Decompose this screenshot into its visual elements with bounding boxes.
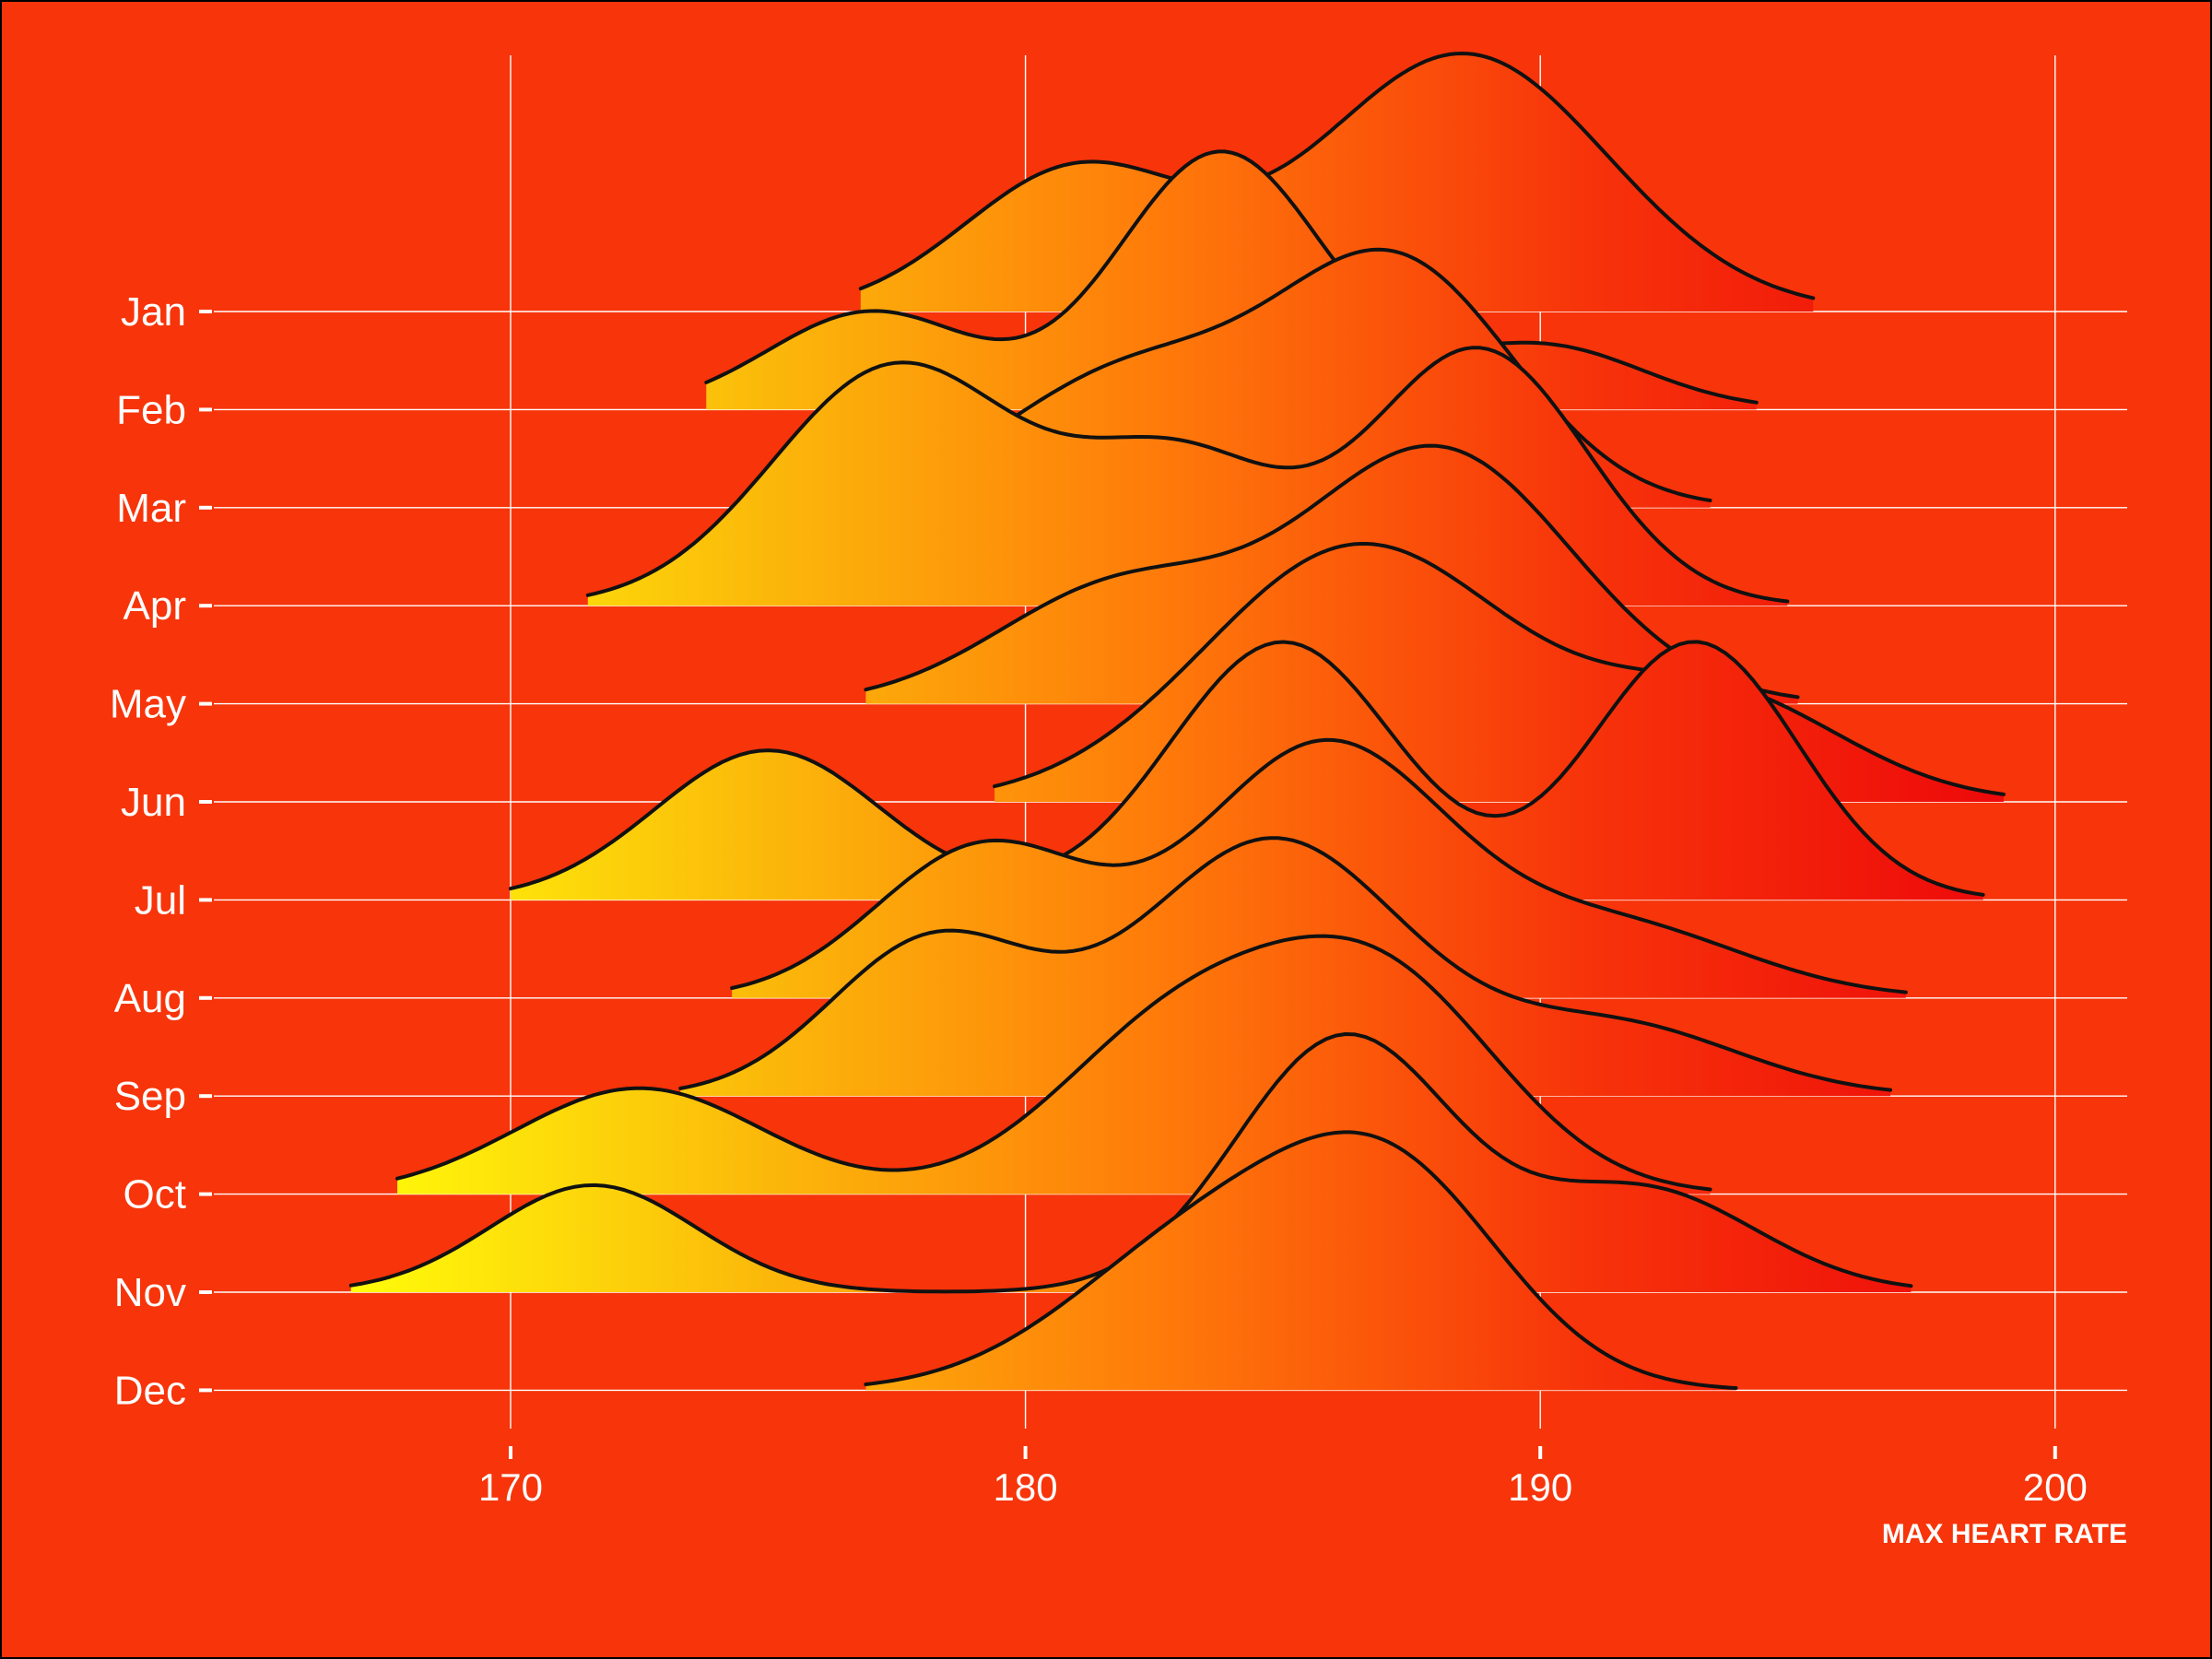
month-label-Jan: Jan	[121, 289, 186, 335]
x-tick-label-200: 200	[2023, 1465, 2088, 1509]
ridge-area-Nov	[350, 1034, 1912, 1292]
x-axis-ticks: 170 180 190 200	[478, 1446, 2088, 1509]
ridge-line-Aug	[730, 737, 1908, 994]
x-tick-label-170: 170	[478, 1465, 543, 1509]
ridge-line-May	[864, 443, 1800, 700]
month-label-Oct: Oct	[124, 1172, 186, 1218]
x-axis-title: MAX HEART RATE	[1882, 1519, 2127, 1549]
ridge-Jan	[858, 52, 1816, 312]
month-label-Jun: Jun	[121, 780, 186, 825]
month-label-Dec: Dec	[114, 1368, 186, 1413]
ridge-area-Jan	[860, 53, 1814, 312]
x-tick-label-190: 190	[1508, 1465, 1572, 1509]
month-label-May: May	[110, 682, 186, 727]
ridge-line-Sep	[678, 836, 1892, 1092]
month-label-Sep: Sep	[114, 1074, 186, 1119]
x-tick-label-180: 180	[994, 1465, 1058, 1509]
ridge-line-Dec	[864, 1130, 1738, 1390]
month-label-Aug: Aug	[114, 976, 186, 1021]
month-label-Nov: Nov	[114, 1270, 186, 1315]
ridge-line-Mar	[971, 247, 1712, 502]
month-label-Jul: Jul	[135, 877, 186, 923]
ridge-line-Jun	[993, 542, 2006, 796]
ridge-line-Jul	[509, 640, 1985, 897]
ridge-line-Oct	[395, 934, 1712, 1192]
month-labels: Jan Feb Mar Apr May Jun Jul Aug Sep Oct Nov Dec	[110, 289, 212, 1413]
ridges	[348, 52, 2006, 1391]
ridge-line-Feb	[704, 149, 1759, 405]
ridge-Jul	[509, 640, 1985, 900]
ridge-area-Dec	[865, 1132, 1736, 1391]
month-label-Feb: Feb	[116, 387, 186, 432]
ridge-line-Jan	[858, 52, 1816, 300]
ridge-Dec	[864, 1130, 1738, 1391]
month-label-Mar: Mar	[116, 486, 186, 531]
ridge-line-Apr	[585, 346, 1790, 604]
month-label-Apr: Apr	[124, 583, 186, 629]
